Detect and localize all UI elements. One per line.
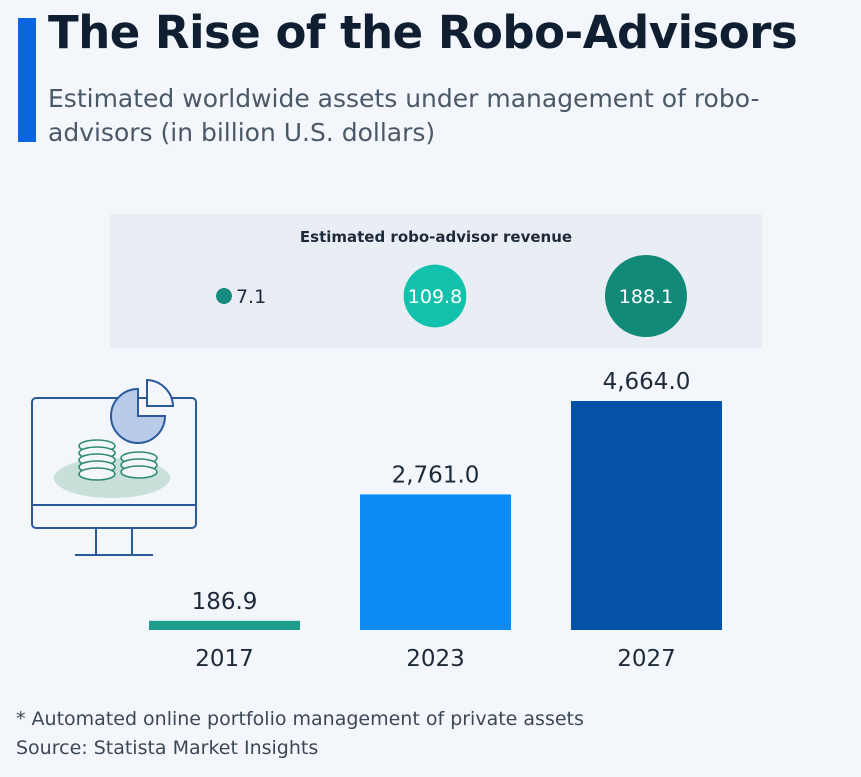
- bar-2023: [360, 494, 511, 630]
- footnote-text: * Automated online portfolio management …: [16, 708, 584, 730]
- revenue-value-label: 7.1: [236, 286, 266, 308]
- source-text: Source: Statista Market Insights: [16, 737, 319, 759]
- bar-value-label: 2,761.0: [392, 462, 480, 488]
- bar-value-label: 186.9: [192, 589, 258, 615]
- x-tick-label: 2023: [406, 646, 465, 672]
- chart-title: The Rise of the Robo-Advisors: [48, 6, 798, 59]
- accent-bar: [18, 18, 36, 142]
- revenue-bubble-2017: [216, 288, 232, 304]
- revenue-panel-title: Estimated robo-advisor revenue: [299, 228, 573, 246]
- footnote: * Automated online portfolio management …: [16, 705, 584, 763]
- bar-2027: [571, 401, 722, 630]
- revenue-value-label: 109.8: [408, 286, 462, 308]
- x-tick-label: 2017: [195, 646, 254, 672]
- chart-subtitle: Estimated worldwide assets under managem…: [48, 84, 760, 147]
- revenue-bubble-2027: [605, 255, 687, 337]
- revenue-bubble-2023: [403, 264, 467, 328]
- monitor-icon: [31, 378, 197, 556]
- revenue-value-label: 188.1: [619, 286, 673, 308]
- x-tick-label: 2027: [617, 646, 676, 672]
- bar-value-label: 4,664.0: [603, 369, 691, 395]
- bar-2017: [149, 620, 300, 630]
